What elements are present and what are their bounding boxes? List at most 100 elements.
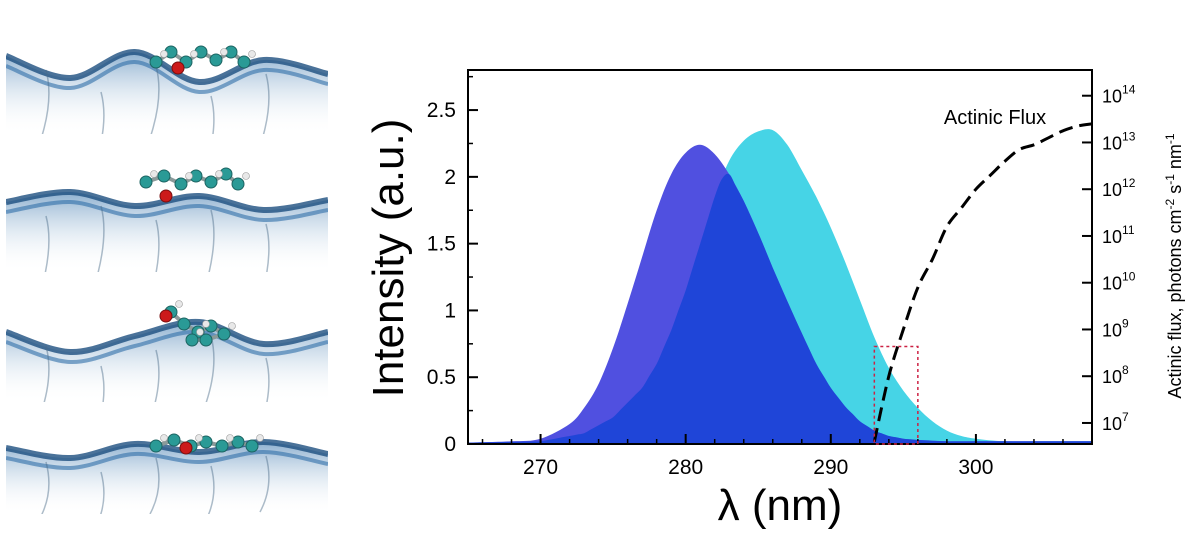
hydrogen-atom: [242, 172, 250, 180]
hydrogen-atom: [256, 434, 264, 442]
water-surface-layer: [6, 329, 328, 365]
hydrogen-atom: [228, 322, 236, 330]
surface-filament: [100, 471, 105, 514]
hydrogen-atom: [190, 50, 198, 58]
hydrogen-atom: [150, 170, 158, 178]
surface-filament: [149, 457, 160, 514]
intensity-spectrum-chart: 270 280 290 300 00.511.522.5 10710810910101…: [364, 69, 1185, 530]
oxygen-atom: [159, 189, 173, 203]
carbon-atom: [177, 317, 191, 331]
y2-label-text: Actinic flux, photons cm: [1165, 209, 1185, 398]
hydrogen-atom: [215, 170, 223, 178]
carbon-atom: [209, 53, 223, 67]
water-surface-layer: [6, 59, 328, 95]
actinic-flux-annotation: Actinic Flux: [944, 107, 1046, 129]
y2-tick-label: 1011: [1102, 223, 1135, 247]
carbon-atom: [237, 55, 251, 69]
surface-filament: [265, 357, 270, 402]
y-axis-label: Intensity (a.u.): [364, 119, 413, 398]
surface-filament: [43, 345, 50, 402]
y-tick-label: 2: [444, 166, 456, 189]
oxygen-atom: [179, 441, 193, 455]
carbon-atom: [231, 435, 245, 449]
molecule-surface-image-2: [6, 167, 328, 272]
hydrogen-atom: [160, 50, 168, 58]
y-axis-ticks: 0 0.5 1 1.5 2 2.5: [427, 75, 478, 456]
hydrogen-atom: [175, 300, 183, 308]
y2-label-exp-1: -2: [1163, 198, 1177, 209]
y2-label-exp-3: -1: [1163, 133, 1177, 144]
carbon-atom: [167, 433, 181, 447]
y2-tick-label: 1013: [1102, 129, 1136, 153]
surface-filament: [44, 215, 50, 272]
surface-filament: [41, 69, 50, 134]
water-surface-ridge: [6, 48, 328, 85]
y-tick-label: 0.5: [427, 366, 456, 389]
surface-filament: [100, 91, 105, 134]
x-tick-label: 280: [668, 456, 703, 479]
surface-filament: [100, 365, 105, 402]
x-axis-ticks: 270 280 290 300: [481, 434, 1093, 479]
water-surface-layer: [6, 449, 328, 471]
hydrogen-atom: [226, 434, 234, 442]
surface-filament: [97, 205, 105, 272]
carbon-atom: [204, 175, 218, 189]
y2-tick-label: 107: [1102, 410, 1129, 434]
surface-filament: [262, 73, 270, 134]
carbon-atom: [149, 439, 163, 453]
x-tick-label: 300: [958, 456, 993, 479]
oxygen-atom: [171, 61, 185, 75]
y2-tick-label: 1010: [1102, 270, 1136, 294]
y2-axis-ticks: 107 108 109 1010 1011 1012 1013 1014: [1082, 83, 1136, 434]
water-surface-body: [6, 191, 328, 272]
y2-label-s: s: [1165, 185, 1185, 199]
surface-filament: [150, 65, 160, 134]
surface-filament: [265, 223, 270, 272]
y-tick-label: 0: [444, 433, 456, 456]
oxygen-atom: [159, 309, 173, 323]
carbon-atom: [199, 333, 213, 347]
surface-filament: [259, 455, 270, 513]
x-axis-label: λ (nm): [718, 481, 843, 530]
molecule-surface-image-4: [6, 433, 328, 514]
y2-label-nm: nm: [1165, 144, 1185, 174]
spectra-areas: [468, 129, 1092, 444]
x-tick-label: 290: [813, 456, 848, 479]
molecule-surface-panel-4: [6, 418, 328, 514]
surface-filament: [41, 461, 50, 514]
plot-frame: [467, 69, 1093, 445]
carbon-atom: [139, 175, 153, 189]
molecule-surface-panel-2: [6, 154, 328, 272]
carbon-atom: [157, 169, 171, 183]
y2-axis-label: Actinic flux, photons cm-2 s-1 nm-1: [1163, 133, 1185, 398]
carbon-atom: [185, 333, 199, 347]
molecule-surface-image-3: [6, 300, 328, 402]
water-surface-ridge: [6, 438, 328, 462]
y2-tick-label: 109: [1102, 316, 1129, 340]
carbon-atom: [231, 177, 245, 191]
hydrogen-atom: [220, 48, 228, 56]
y2-tick-label: 1012: [1102, 176, 1136, 200]
y2-tick-label: 108: [1102, 363, 1129, 387]
water-surface-body: [6, 441, 328, 514]
water-surface-layer: [6, 199, 328, 223]
hydrogen-atom: [202, 320, 210, 328]
y-tick-label: 1: [444, 299, 456, 322]
carbon-atom: [245, 439, 259, 453]
y-tick-label: 2.5: [427, 99, 456, 122]
actinic-flux-series: [872, 122, 1092, 442]
surface-filament: [207, 465, 215, 514]
water-surface-body: [6, 321, 328, 402]
molecule-surface-panel-3: [6, 292, 328, 402]
carbon-atom: [217, 327, 231, 341]
carbon-atom: [199, 435, 213, 449]
surface-filament: [154, 349, 160, 402]
water-surface-ridge: [6, 318, 328, 356]
hydrogen-atom: [195, 434, 203, 442]
surface-filament: [210, 95, 215, 134]
spectrum-overlap-area: [468, 173, 1092, 444]
hydrogen-atom: [185, 172, 193, 180]
x-tick-label: 270: [523, 456, 558, 479]
carbon-atom: [149, 55, 163, 69]
y2-label-exp-2: -1: [1163, 174, 1177, 185]
